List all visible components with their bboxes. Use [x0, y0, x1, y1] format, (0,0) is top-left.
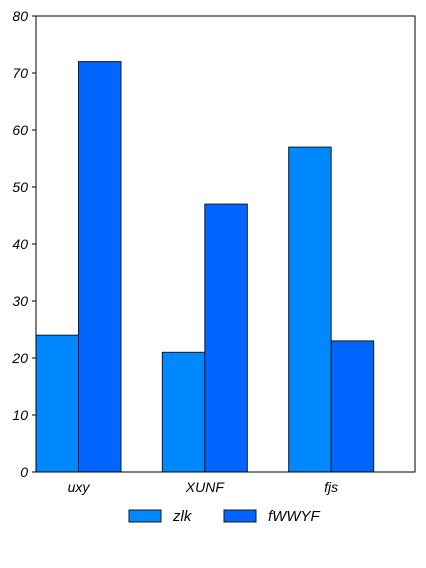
bar-zlk-fjs: [288, 146, 332, 473]
bar-zlk-XUNF: [161, 351, 206, 473]
y-tick-label-70: 70: [12, 65, 28, 81]
bars-layer: [35, 61, 375, 473]
bar-fWWYF-XUNF: [204, 203, 248, 473]
bar-fWWYF-uxy: [78, 61, 122, 473]
x-tick-label-XUNF: XUNF: [185, 479, 226, 495]
legend: zlk fWWYF: [128, 508, 320, 525]
bar-fWWYF-fjs: [330, 340, 375, 473]
y-tick-label-50: 50: [12, 179, 28, 195]
y-tick-label-10: 10: [12, 407, 28, 423]
bar-zlk-uxy: [35, 334, 79, 473]
y-tick-label-0: 0: [20, 464, 28, 480]
legend-label-zlk: zlk: [172, 508, 193, 525]
legend-swatch-zlk: [128, 509, 162, 523]
legend-label-fWWYF: fWWYF: [268, 508, 320, 525]
y-tick-label-30: 30: [12, 293, 28, 309]
y-tick-label-60: 60: [12, 122, 28, 138]
x-tick-label-fjs: fjs: [324, 479, 338, 495]
axes-layer: uxy XUNF fjs 0 10 20 30 40 50 60 70 80: [11, 8, 416, 495]
y-tick-label-40: 40: [12, 236, 28, 252]
y-tick-label-80: 80: [12, 8, 28, 24]
y-tick-label-20: 20: [11, 350, 28, 366]
x-tick-label-uxy: uxy: [68, 479, 91, 495]
legend-swatch-fWWYF: [223, 509, 257, 523]
